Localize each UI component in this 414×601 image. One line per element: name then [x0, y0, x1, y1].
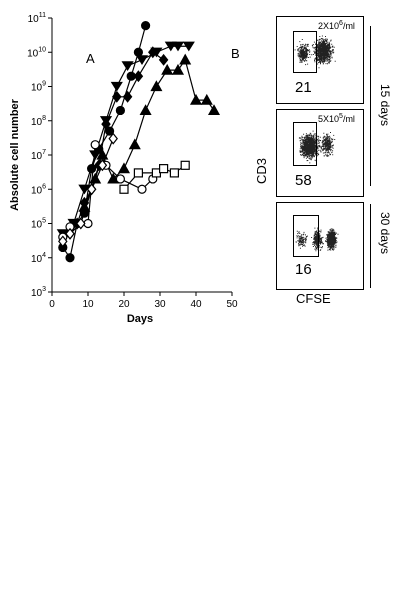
- x-axis-title: Days: [127, 313, 153, 325]
- data-point: [90, 140, 100, 150]
- label-15-days: 15 days: [378, 84, 392, 127]
- concentration-1-exp: 6: [339, 20, 343, 27]
- label-30-days: 30 days: [378, 212, 392, 255]
- data-point: [89, 150, 102, 161]
- flow-panel-2: 58 5X105/ml: [276, 109, 364, 197]
- flow-dot-cloud: [295, 227, 339, 252]
- x-tick-label: 50: [226, 299, 238, 310]
- data-point: [110, 81, 123, 92]
- data-point: [171, 41, 185, 52]
- y-tick-label: 104: [31, 252, 46, 265]
- flow-panel-1: 21 2X106/ml: [276, 16, 364, 104]
- concentration-1: 2X106/ml: [318, 20, 355, 31]
- flow-dot-cloud: [294, 35, 336, 69]
- data-point: [133, 47, 143, 57]
- data-point: [86, 164, 97, 174]
- data-point: [108, 132, 118, 145]
- data-point: [161, 63, 174, 75]
- data-point: [115, 105, 126, 116]
- x-axis-ticks: 0 10 20 30 40 50: [49, 292, 238, 310]
- y-axis-title: Absolute cell number: [9, 98, 21, 211]
- y-tick-label: 1011: [28, 12, 46, 25]
- data-point: [179, 53, 192, 65]
- data-point: [150, 80, 163, 92]
- data-point: [78, 200, 91, 212]
- y-tick-label: 106: [31, 183, 46, 196]
- data-point: [148, 46, 158, 59]
- data-point: [112, 90, 122, 103]
- data-point: [207, 104, 221, 116]
- flow-dots-1: [294, 35, 336, 69]
- y-tick-label: 105: [31, 218, 46, 231]
- panel-b-label: B: [231, 46, 240, 61]
- data-point: [96, 148, 109, 160]
- flow-dots-2: [298, 130, 336, 164]
- concentration-2: 5X105/ml: [318, 113, 355, 124]
- y-tick-label: 109: [31, 81, 46, 94]
- data-point: [58, 235, 68, 248]
- data-point: [169, 168, 179, 178]
- x-tick-label: 0: [49, 299, 55, 310]
- concentration-2-base: 5X10: [318, 114, 340, 124]
- x-tick-label: 10: [82, 299, 94, 310]
- data-point: [180, 160, 190, 170]
- panel-a-label: A: [86, 51, 95, 66]
- data-point: [104, 126, 115, 136]
- flow-dots-3: [295, 227, 339, 252]
- growth-curve-chart: A 103 104 105 106 107 108 109 1010 1011 0 10 20 30 4…: [9, 12, 238, 325]
- data-point: [159, 164, 169, 174]
- gate-3-percent: 16: [295, 261, 312, 278]
- data-point: [117, 162, 131, 174]
- cd3-axis-label: CD3: [254, 157, 269, 184]
- data-point: [164, 41, 177, 52]
- bracket-30-days: [370, 204, 371, 288]
- data-point: [139, 104, 152, 116]
- data-point: [133, 70, 144, 83]
- gate-2-percent: 58: [295, 172, 312, 189]
- data-point: [182, 41, 195, 52]
- data-point: [89, 172, 102, 184]
- bracket-15-days: [370, 26, 371, 186]
- series-layer: [56, 20, 221, 263]
- data-point: [171, 63, 185, 75]
- y-tick-label: 1010: [27, 46, 46, 59]
- data-point: [97, 159, 108, 172]
- gate-2: [293, 122, 317, 166]
- data-point: [189, 93, 203, 105]
- data-point: [121, 61, 134, 72]
- flow-dot-cloud: [298, 130, 336, 164]
- y-tick-label: 107: [31, 149, 46, 162]
- x-tick-label: 30: [154, 299, 166, 310]
- data-point: [65, 227, 75, 240]
- cfse-axis-label: CFSE: [296, 291, 331, 306]
- y-tick-label: 108: [31, 115, 46, 128]
- x-tick-label: 40: [190, 299, 202, 310]
- data-point: [101, 118, 111, 131]
- x-tick-label: 20: [118, 299, 130, 310]
- data-point: [200, 93, 213, 105]
- y-tick-label: 103: [31, 286, 46, 299]
- y-axis-ticks: 103 104 105 106 107 108 109 1010 1011: [27, 12, 52, 299]
- data-point: [141, 20, 151, 31]
- concentration-1-unit: /ml: [342, 21, 355, 31]
- concentration-1-base: 2X10: [318, 21, 340, 31]
- data-point: [65, 253, 75, 263]
- data-point: [158, 53, 169, 66]
- data-point: [119, 184, 129, 194]
- concentration-2-exp: 5: [339, 113, 343, 120]
- data-point: [86, 183, 97, 196]
- gate-1: [293, 31, 317, 73]
- data-point: [135, 55, 149, 65]
- gate-3: [293, 215, 319, 257]
- data-point: [115, 174, 126, 184]
- data-point: [107, 172, 120, 184]
- gate-1-percent: 21: [295, 79, 312, 96]
- data-point: [133, 168, 143, 178]
- concentration-2-unit: /ml: [342, 114, 355, 124]
- flow-panel-3: 16: [276, 202, 364, 290]
- data-point: [76, 217, 86, 230]
- data-point: [122, 90, 133, 103]
- data-point: [137, 184, 147, 194]
- data-point: [128, 138, 141, 150]
